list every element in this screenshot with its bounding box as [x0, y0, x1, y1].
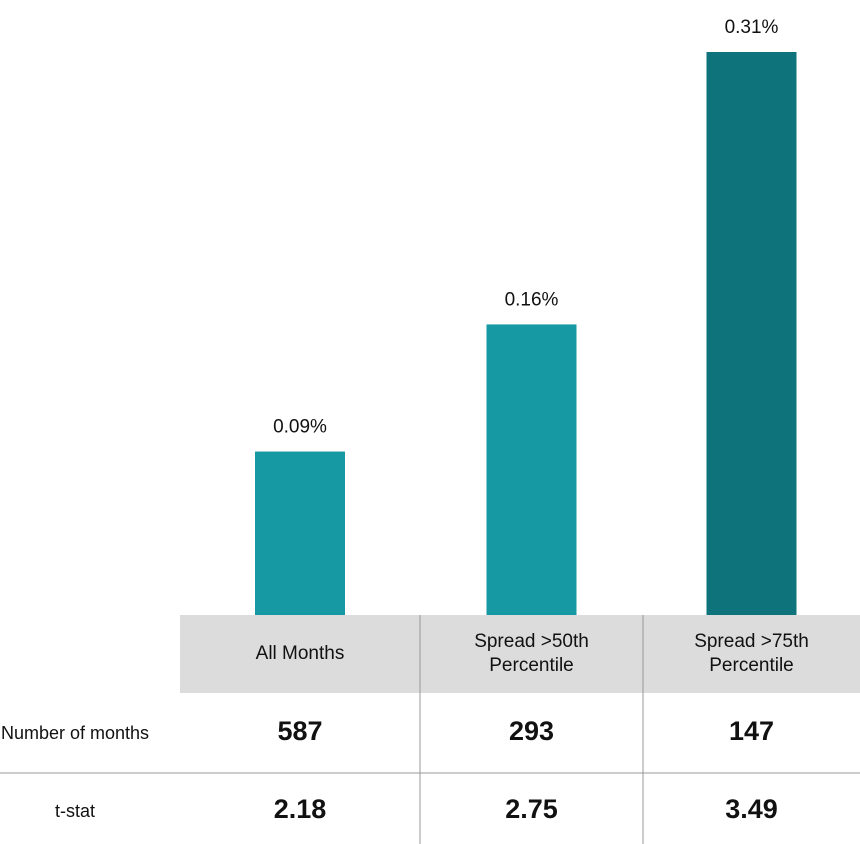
- row-label-box: Number of months: [0, 722, 150, 743]
- table-value: 2.75: [505, 794, 558, 824]
- category-label: Spread >75th Percentile: [694, 631, 809, 676]
- header-cell: Spread >75th Percentile: [694, 631, 809, 676]
- table-header-bg: [180, 615, 860, 693]
- table-value: 293: [509, 716, 554, 746]
- table-value: 587: [277, 716, 322, 746]
- value-label: 0.31%: [725, 17, 779, 38]
- bar: [706, 52, 797, 615]
- header-cell: All Months: [255, 643, 345, 665]
- header-cell: Spread >50th Percentile: [474, 631, 589, 676]
- row-label: t-stat: [54, 800, 95, 821]
- row-label-box: t-stat: [54, 800, 95, 821]
- value-label: 0.16%: [505, 289, 559, 310]
- table-value: 3.49: [725, 794, 778, 824]
- row-label: Number of months: [0, 722, 150, 743]
- bar: [486, 324, 577, 615]
- bar: [255, 451, 345, 615]
- table-value: 147: [729, 716, 774, 746]
- table-value: 2.18: [274, 794, 327, 824]
- value-label: 0.09%: [273, 417, 327, 438]
- category-label: All Months: [255, 643, 345, 665]
- category-label: Spread >50th Percentile: [474, 631, 589, 676]
